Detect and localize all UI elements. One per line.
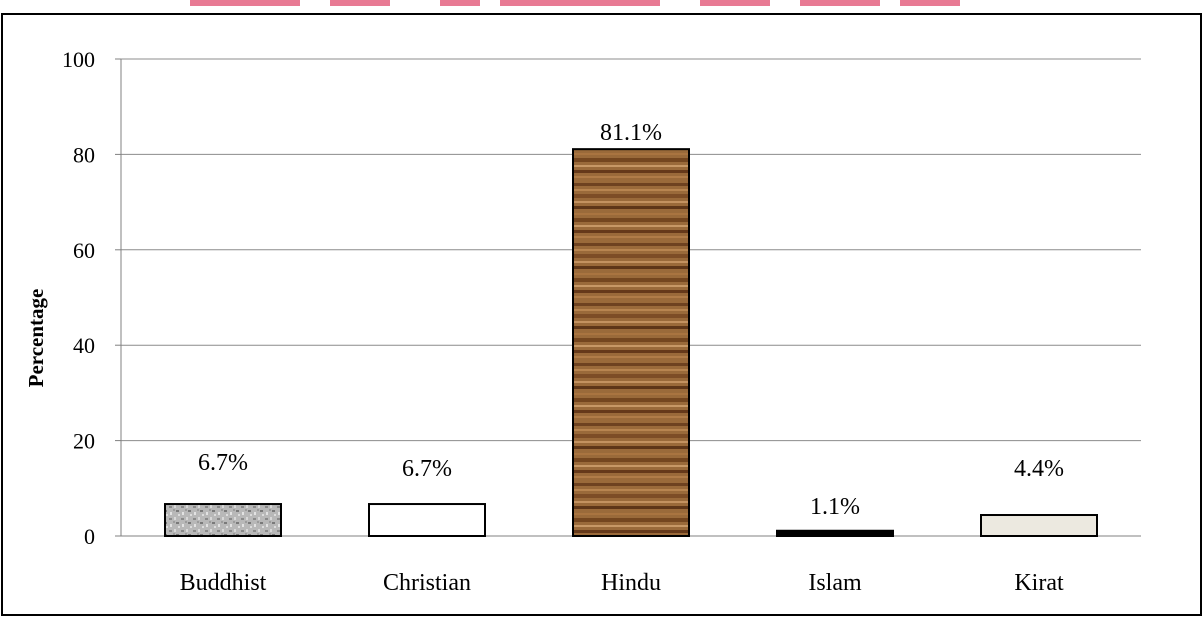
data-label-islam: 1.1% — [810, 494, 860, 520]
header-watermark — [190, 0, 960, 6]
y-tick-labels: 0 20 40 60 80 100 — [62, 47, 95, 549]
y-tick-label: 40 — [73, 333, 95, 358]
watermark-stroke — [190, 0, 300, 6]
x-tick-label: Hindu — [601, 570, 661, 596]
y-tick-label: 20 — [73, 429, 95, 454]
x-tick-label: Christian — [383, 570, 471, 596]
y-tick-label: 100 — [62, 47, 95, 72]
bars — [164, 148, 1098, 538]
x-tick-labels: Buddhist Christian Hindu Islam Kirat — [180, 570, 1064, 596]
bar-islam — [776, 529, 894, 537]
data-label-buddhist: 6.7% — [198, 450, 248, 476]
y-axis-title: Percentage — [24, 289, 48, 388]
data-label-christian: 6.7% — [402, 456, 452, 482]
x-tick-label: Kirat — [1014, 570, 1064, 596]
bar-buddhist — [164, 503, 282, 537]
data-labels: 6.7% 6.7% 81.1% 1.1% 4.4% — [198, 120, 1064, 520]
x-tick-label: Buddhist — [180, 570, 267, 596]
y-tick-label: 0 — [84, 524, 95, 549]
data-label-hindu: 81.1% — [600, 120, 662, 146]
bar-hindu — [572, 148, 690, 537]
bar-kirat — [980, 514, 1098, 538]
data-label-kirat: 4.4% — [1014, 456, 1064, 482]
watermark-stroke — [800, 0, 880, 6]
watermark-stroke — [500, 0, 660, 6]
y-tick-label: 60 — [73, 238, 95, 263]
y-tick-label: 80 — [73, 142, 95, 167]
watermark-stroke — [440, 0, 480, 6]
watermark-stroke — [330, 0, 390, 6]
chart-border — [1, 13, 1202, 616]
watermark-stroke — [900, 0, 960, 6]
watermark-stroke — [700, 0, 770, 6]
x-tick-label: Islam — [808, 570, 862, 596]
bar-christian — [368, 503, 486, 537]
